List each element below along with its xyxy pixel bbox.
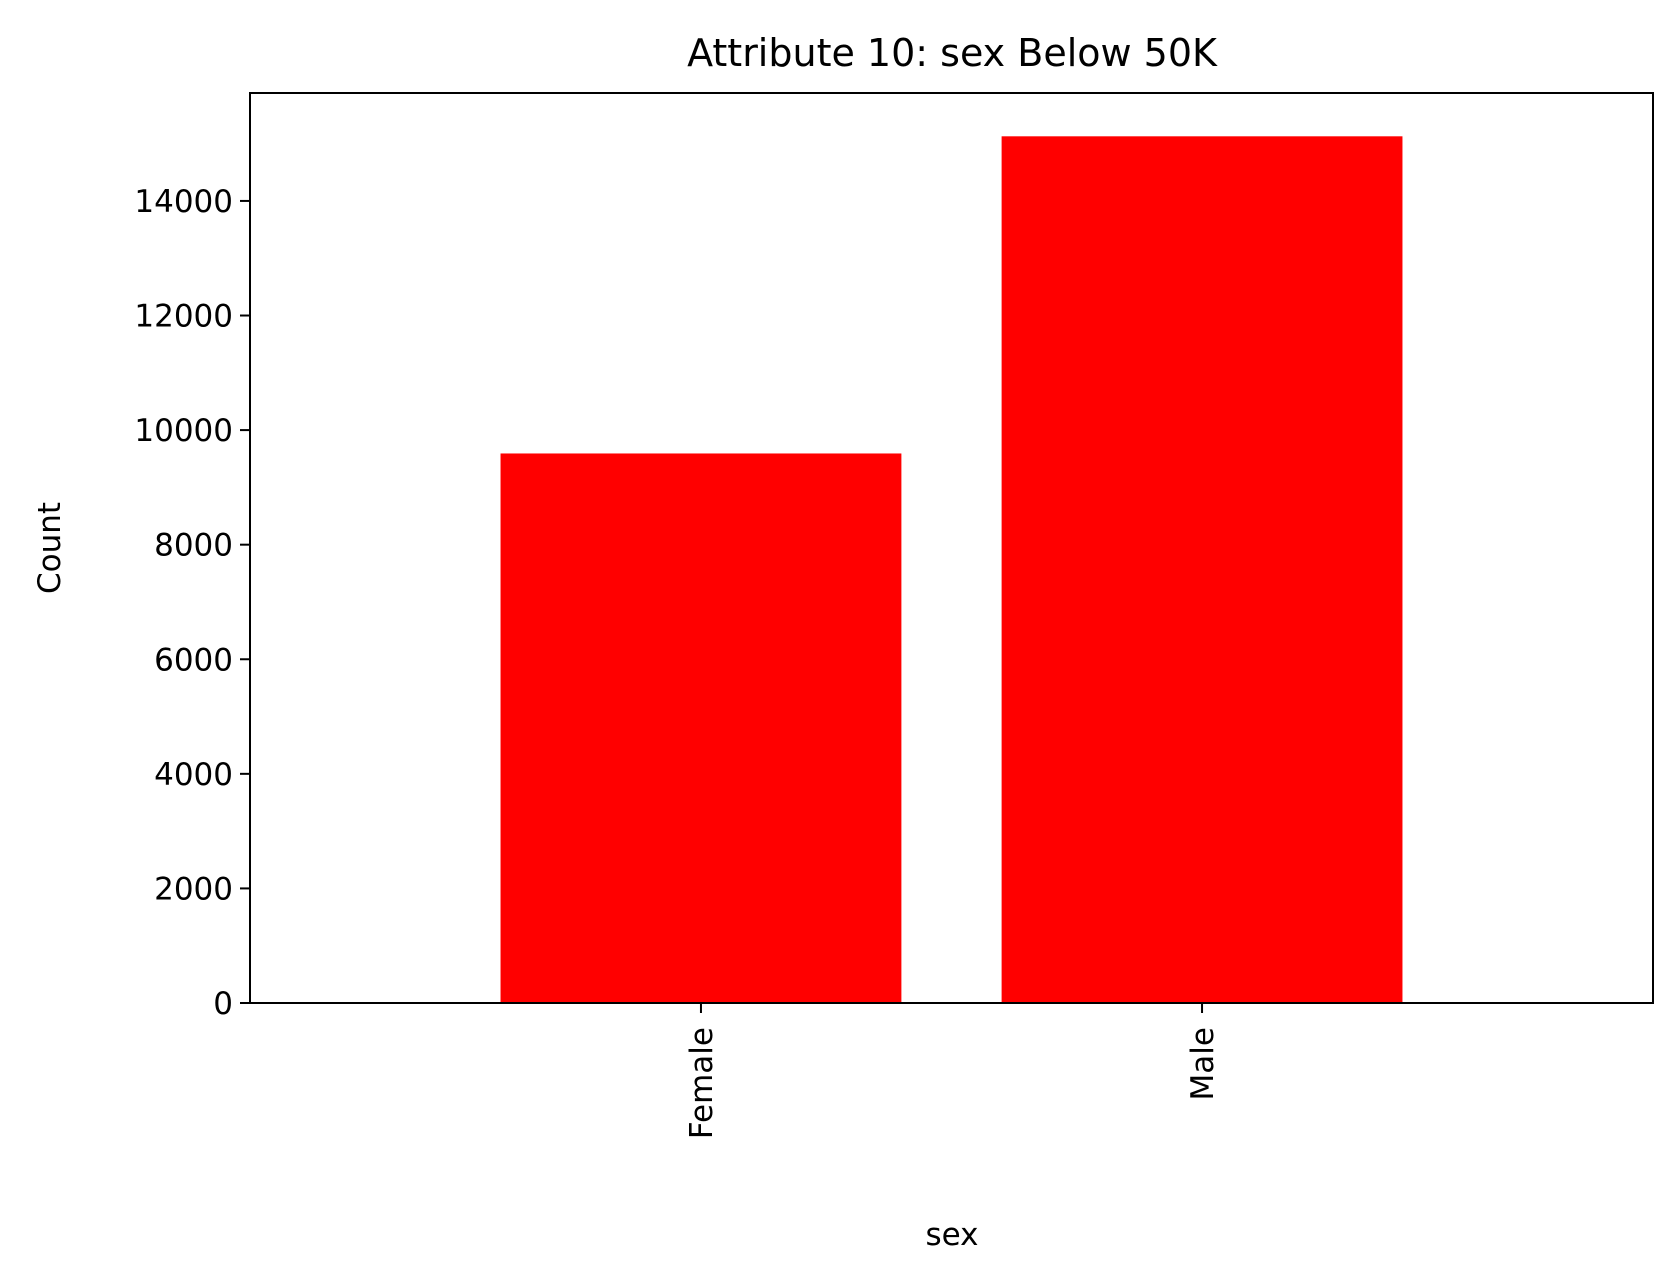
- y-tick-label: 6000: [154, 642, 233, 678]
- y-tick-label: 12000: [134, 299, 233, 335]
- chart-title: Attribute 10: sex Below 50K: [687, 31, 1218, 75]
- plot-frame: [249, 92, 1654, 1004]
- y-tick-label: 4000: [154, 757, 233, 793]
- y-tick-label: 14000: [134, 184, 233, 220]
- bar-male: [1001, 136, 1403, 1003]
- y-axis-label: Count: [32, 502, 68, 594]
- y-axis: 0 2000 4000 6000 8000 10000 12000 14000: [134, 184, 250, 1022]
- bar-female: [500, 453, 902, 1003]
- y-tick-label: 0: [213, 986, 233, 1022]
- x-axis-label: sex: [925, 1217, 978, 1253]
- y-tick-label: 8000: [154, 528, 233, 564]
- x-axis: Female Male: [684, 1003, 1221, 1139]
- y-tick-label: 2000: [154, 871, 233, 907]
- x-tick-label-male: Male: [1185, 1027, 1221, 1100]
- bars-group: [500, 136, 1403, 1003]
- x-tick-label-female: Female: [684, 1027, 720, 1139]
- y-tick-label: 10000: [134, 413, 233, 449]
